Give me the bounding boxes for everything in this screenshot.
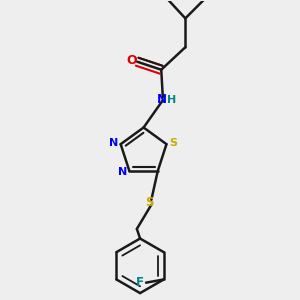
Text: O: O <box>126 54 137 67</box>
Text: N: N <box>118 167 127 177</box>
Text: N: N <box>109 138 118 148</box>
Text: S: S <box>169 138 178 148</box>
Text: S: S <box>146 196 154 209</box>
Text: F: F <box>136 276 144 289</box>
Text: N: N <box>157 93 167 106</box>
Text: H: H <box>167 94 176 105</box>
